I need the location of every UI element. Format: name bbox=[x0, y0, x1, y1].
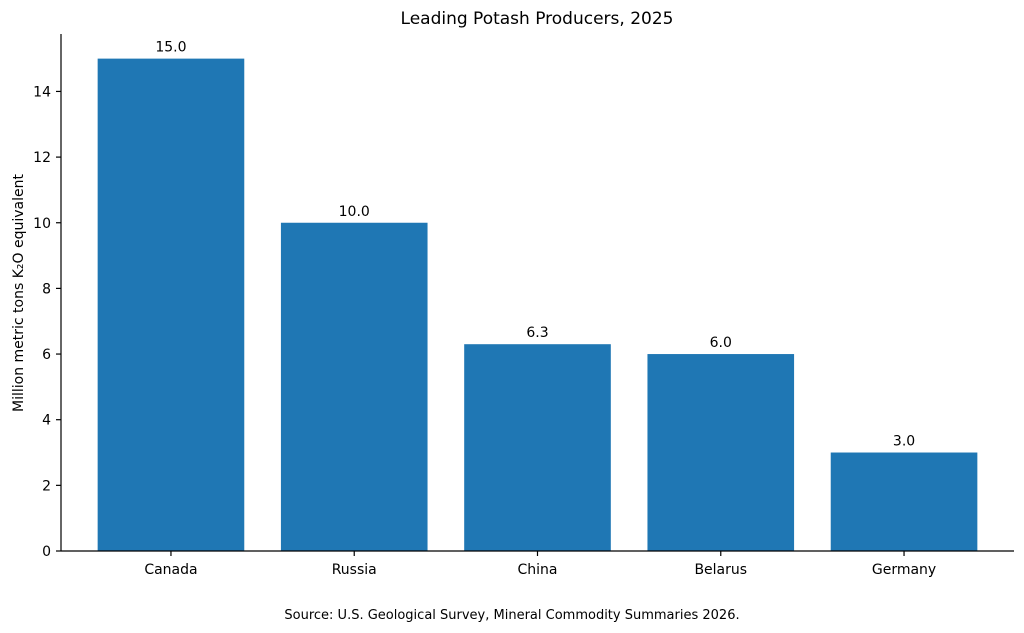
x-tick-label-russia: Russia bbox=[332, 562, 377, 578]
x-tick-label-canada: Canada bbox=[144, 562, 197, 578]
y-axis-label: Million metric tons K₂O equivalent bbox=[11, 174, 27, 412]
y-tick-label: 14 bbox=[33, 84, 51, 100]
data-label-canada: 15.0 bbox=[155, 40, 186, 56]
bars-layer: 15.0 10.0 6.3 6.0 3.0 bbox=[97, 40, 978, 552]
bar-belarus bbox=[647, 354, 795, 551]
data-label-russia: 10.0 bbox=[339, 204, 370, 220]
x-tick-label-belarus: Belarus bbox=[694, 562, 747, 578]
data-label-china: 6.3 bbox=[526, 325, 548, 341]
bar-canada bbox=[97, 58, 245, 552]
y-tick-label: 4 bbox=[42, 413, 51, 429]
bar-russia bbox=[280, 222, 428, 551]
y-tick-label: 0 bbox=[42, 544, 51, 560]
y-tick-label: 8 bbox=[42, 281, 51, 297]
y-tick-label: 2 bbox=[42, 478, 51, 494]
source-note: Source: U.S. Geological Survey, Mineral … bbox=[284, 608, 739, 623]
x-tick-label-germany: Germany bbox=[872, 562, 936, 578]
y-tick-label: 12 bbox=[33, 150, 51, 166]
bar-germany bbox=[830, 452, 978, 551]
bar-china bbox=[464, 344, 611, 551]
data-label-germany: 3.0 bbox=[893, 434, 915, 450]
chart-title: Leading Potash Producers, 2025 bbox=[401, 9, 674, 29]
y-tick-label: 10 bbox=[33, 216, 51, 232]
ticks-layer: Canada Russia China Belarus Germany 0 2 4 6 8 10 12… bbox=[33, 84, 936, 578]
data-label-belarus: 6.0 bbox=[710, 335, 732, 351]
y-tick-label: 6 bbox=[42, 347, 51, 363]
x-tick-label-china: China bbox=[518, 562, 558, 578]
